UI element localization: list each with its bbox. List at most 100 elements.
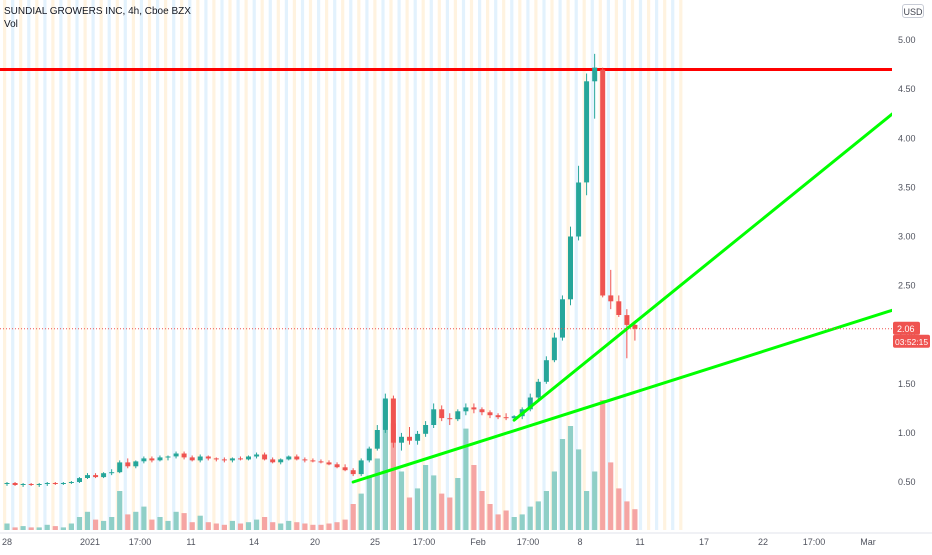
- time-tick-label: 28: [2, 537, 12, 547]
- volume-bar: [294, 522, 300, 530]
- session-stripe: [67, 0, 71, 530]
- volume-bar: [213, 523, 219, 530]
- session-stripe: [43, 0, 47, 530]
- volume-bar: [479, 491, 485, 530]
- volume-bar: [117, 491, 123, 530]
- session-stripe: [139, 0, 143, 530]
- candle-body: [632, 324, 638, 329]
- time-axis[interactable]: 28 2021 17:00 11 14 20 25 17:00 Feb 17:00 8 11 17 22 1…: [0, 532, 932, 550]
- session-stripe: [679, 0, 683, 530]
- currency-button[interactable]: USD: [902, 4, 924, 18]
- volume-bar: [559, 439, 566, 530]
- volume-bar: [366, 475, 372, 530]
- volume-bar: [133, 511, 139, 530]
- session-stripe: [542, 0, 546, 530]
- volume-bar: [431, 475, 437, 530]
- session-stripe: [220, 0, 224, 530]
- candle-body: [624, 315, 630, 325]
- volume-bar: [608, 462, 614, 530]
- volume-bar: [4, 523, 10, 530]
- candle-body: [205, 456, 211, 459]
- volume-bar: [495, 514, 501, 530]
- session-stripe: [494, 0, 498, 530]
- candle-body: [447, 418, 453, 420]
- session-stripe: [469, 0, 474, 530]
- volume-bar: [471, 465, 477, 530]
- candle-body: [382, 398, 388, 430]
- candle-body: [471, 407, 477, 410]
- price-axis[interactable]: 5.004.504.003.503.002.502.001.501.000.50: [892, 0, 932, 533]
- volume-bar: [455, 478, 461, 530]
- session-stripe: [445, 0, 449, 530]
- candle-body: [294, 456, 300, 460]
- session-stripe: [19, 0, 23, 530]
- candle-body: [576, 182, 582, 237]
- volume-bar: [165, 520, 171, 530]
- volume-bar: [350, 504, 356, 530]
- candle-body: [560, 299, 565, 338]
- time-tick-label: 25: [370, 537, 380, 547]
- session-stripe: [333, 0, 337, 530]
- session-stripe: [131, 0, 135, 530]
- session-stripe: [429, 0, 433, 530]
- volume-bar: [503, 510, 509, 530]
- symbol-title[interactable]: SUNDIAL GROWERS INC, 4h, Cboe BZX: [4, 6, 191, 17]
- volume-bar: [527, 506, 533, 530]
- session-stripe: [204, 0, 208, 530]
- volume-bar: [254, 519, 260, 530]
- volume-bar: [334, 522, 340, 530]
- session-stripe: [550, 0, 554, 530]
- time-tick-label: 17:00: [517, 537, 540, 547]
- candle-body: [44, 483, 50, 484]
- time-axis-bg: [0, 533, 932, 550]
- session-stripe: [244, 0, 248, 530]
- volume-bars: [4, 400, 638, 530]
- session-stripe: [486, 0, 490, 530]
- candle-body: [246, 456, 251, 460]
- session-stripe: [51, 0, 55, 530]
- volume-bar: [551, 471, 557, 530]
- session-stripe: [107, 0, 111, 530]
- price-tick-label: 3.50: [898, 182, 916, 192]
- session-stripe: [188, 0, 192, 530]
- session-stripe: [478, 0, 482, 530]
- session-stripe: [317, 0, 321, 530]
- volume-bar: [584, 491, 590, 530]
- candle-body: [503, 417, 509, 419]
- session-stripe: [341, 0, 345, 530]
- volume-bar: [101, 520, 107, 530]
- volume-bar: [237, 523, 244, 530]
- volume-bar: [511, 517, 517, 530]
- candle-body: [527, 397, 533, 410]
- session-stripe: [172, 0, 176, 530]
- session-stripe: [196, 0, 200, 530]
- trend-line[interactable]: [351, 308, 894, 484]
- chart-legend: SUNDIAL GROWERS INC, 4h, Cboe BZX Vol: [4, 5, 191, 31]
- time-tick-label: Feb: [470, 537, 486, 547]
- trend-line[interactable]: [512, 112, 894, 422]
- candle-body: [399, 436, 404, 443]
- volume-bar: [624, 501, 630, 530]
- volume-bar: [543, 491, 549, 530]
- price-tick-label: 2.50: [898, 281, 916, 291]
- time-tick-label: 17:00: [803, 537, 826, 547]
- volume-label[interactable]: Vol: [4, 19, 18, 30]
- candle-body: [423, 425, 429, 434]
- candle-body: [302, 459, 308, 461]
- candle-body: [407, 436, 412, 441]
- volume-bar: [262, 517, 268, 530]
- trend-lines[interactable]: [351, 112, 894, 484]
- volume-bar: [592, 471, 598, 530]
- volume-bar: [310, 524, 316, 530]
- session-stripe: [35, 0, 39, 530]
- volume-bar: [318, 524, 324, 530]
- candle-body: [278, 459, 284, 463]
- session-stripe: [397, 0, 401, 530]
- volume-bar: [535, 501, 541, 530]
- time-tick-label: 2021: [80, 537, 100, 547]
- candle-body: [616, 301, 622, 315]
- candle-body: [568, 236, 573, 300]
- volume-bar: [567, 426, 574, 530]
